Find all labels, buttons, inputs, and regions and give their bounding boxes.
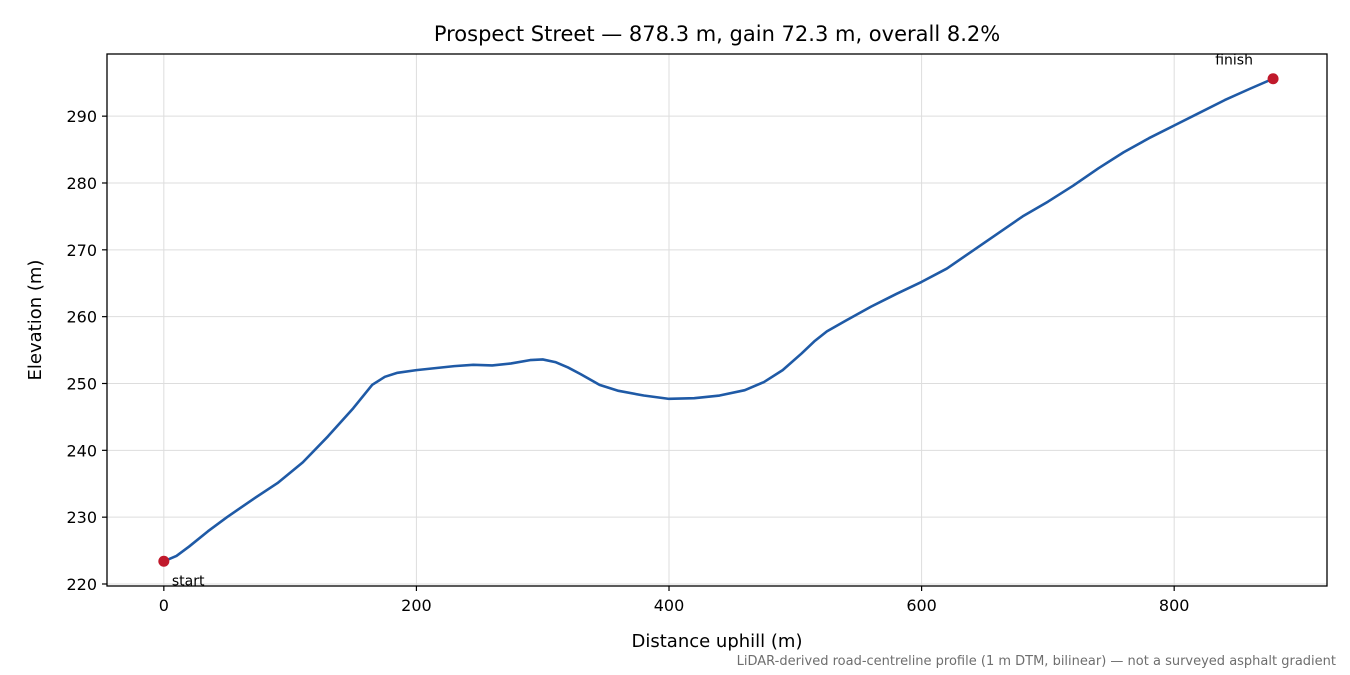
finish-marker xyxy=(1267,73,1279,85)
finish-annotation: finish xyxy=(1215,53,1253,69)
y-tick-label: 260 xyxy=(66,308,97,327)
chart-title: Prospect Street — 878.3 m, gain 72.3 m, … xyxy=(434,22,1000,46)
x-tick-label: 600 xyxy=(906,596,937,615)
y-tick-label: 270 xyxy=(66,241,97,260)
x-axis-label: Distance uphill (m) xyxy=(632,631,803,652)
y-axis-label: Elevation (m) xyxy=(25,260,46,381)
footnote: LiDAR-derived road-centreline profile (1… xyxy=(737,654,1336,669)
y-tick-label: 230 xyxy=(66,508,97,527)
x-tick-label: 200 xyxy=(401,596,432,615)
y-tick-label: 220 xyxy=(66,575,97,594)
x-tick-label: 0 xyxy=(159,596,169,615)
elevation-profile-line xyxy=(162,77,1275,563)
x-tick-label: 800 xyxy=(1159,596,1190,615)
y-tick-label: 280 xyxy=(66,174,97,193)
axis-ticks: 0 200 400 600 800 220 230 240 250 260 270 280 290 xyxy=(66,107,1189,615)
start-annotation: start xyxy=(172,573,205,589)
y-tick-label: 290 xyxy=(66,107,97,126)
x-tick-label: 400 xyxy=(654,596,685,615)
y-tick-label: 250 xyxy=(66,374,97,393)
start-marker xyxy=(158,555,170,567)
plot-frame xyxy=(106,53,1328,587)
grid-lines xyxy=(107,54,1327,586)
y-tick-label: 240 xyxy=(66,441,97,460)
